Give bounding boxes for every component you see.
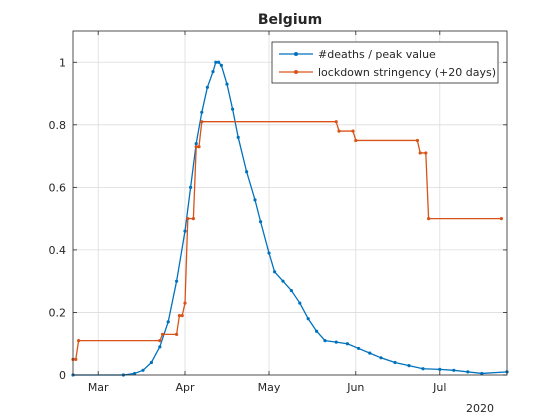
data-point [480,371,484,376]
data-point [175,279,179,283]
data-point [289,288,293,293]
data-point [211,70,215,74]
data-point [214,60,218,64]
x-tick-label: Jul [432,381,446,394]
y-tick-label: 0 [59,369,66,382]
data-point [323,339,327,343]
data-point [245,170,249,174]
data-point [438,367,442,371]
series-layer [71,60,509,377]
legend: #deaths / peak value lockdown stringency … [271,41,499,84]
axes-box [72,30,508,376]
data-point [415,138,419,143]
data-point [197,145,201,149]
data-point [424,151,428,155]
year-label: 2020 [466,402,494,415]
chart-title: Belgium [258,12,322,28]
x-tick-label: Jun [346,381,364,394]
data-point [175,332,179,336]
data-point [158,345,162,349]
y-axis-ticks: 0 0.2 0.4 0.6 0.8 1 [49,56,507,382]
data-point [357,346,361,351]
data-point [334,340,338,344]
data-point [183,229,187,233]
data-point [421,367,425,371]
x-tick-label: Apr [175,381,195,394]
data-point [466,370,470,374]
series-line [73,61,508,376]
data-point [74,357,78,361]
data-point [77,339,81,343]
data-point [315,329,319,333]
data-point [267,251,271,255]
data-point [225,82,229,86]
data-point [351,129,355,133]
plot-area [73,31,507,375]
data-point [236,135,240,139]
y-tick-label: 0.6 [49,181,67,194]
data-point [149,360,153,365]
y-tick-label: 0.8 [49,119,67,132]
data-point [452,368,456,372]
data-point [354,138,358,143]
data-point [161,332,165,336]
data-point [499,217,503,221]
data-point [166,320,170,324]
data-point [334,120,338,124]
data-point [368,351,372,355]
data-point [337,129,341,133]
legend-label: lockdown stringency (+20 days) [318,66,496,79]
x-tick-label: May [258,381,281,394]
data-point [177,313,181,318]
data-point [345,342,349,346]
data-point [189,185,193,189]
data-point [194,141,198,146]
y-tick-label: 1 [59,56,66,69]
data-point [427,217,431,221]
data-point [273,270,277,274]
data-point [180,313,184,318]
data-point [133,371,137,376]
data-point [158,339,162,343]
data-point [217,60,221,64]
data-point [205,85,209,89]
data-point [186,217,190,221]
data-point [379,356,383,360]
data-point [200,110,204,114]
legend-marker [294,52,298,56]
data-point [393,360,397,365]
data-point [219,63,223,67]
data-point [141,368,145,372]
data-point [259,220,263,224]
data-point [231,107,235,111]
legend-label: #deaths / peak value [318,48,436,61]
x-tick-label: Mar [88,381,109,394]
y-tick-label: 0.2 [49,306,67,319]
series-1 [71,120,503,361]
data-point [281,279,285,283]
data-point [253,198,257,202]
data-point [191,217,195,221]
data-point [418,151,422,155]
data-point [183,301,187,305]
legend-box [271,41,499,84]
legend-marker [294,70,298,74]
data-point [194,145,198,149]
data-point [407,364,411,368]
y-tick-label: 0.4 [49,244,67,257]
data-point [298,301,302,305]
data-point [306,317,310,321]
series-0 [71,60,509,377]
data-point [200,120,204,124]
x-axis-ticks: Mar Apr May Jun Jul [88,31,446,394]
